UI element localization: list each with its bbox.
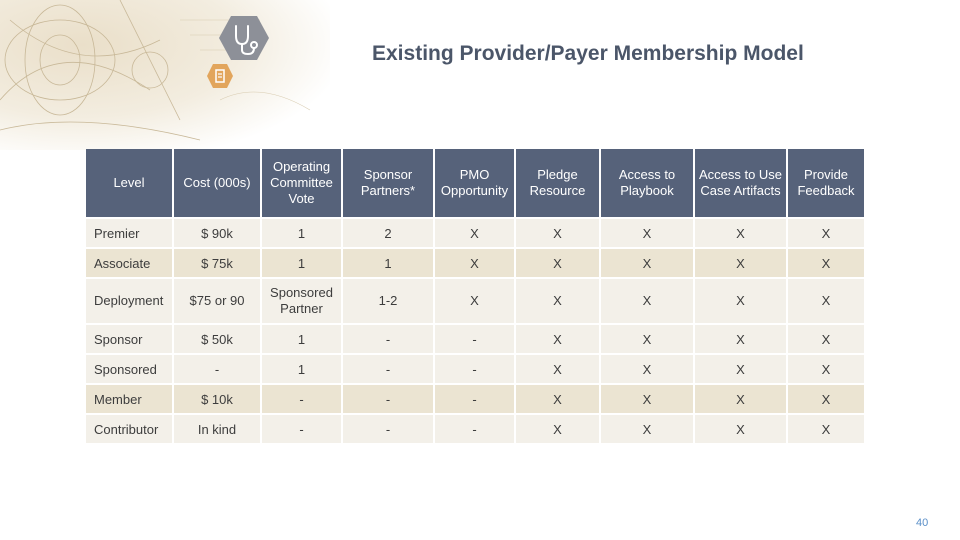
cell-vote: - [262,415,341,443]
cell-pmo: X [435,279,514,323]
cell-pledge: X [516,355,599,383]
cell-sponsor-partners: 2 [343,219,433,247]
header-operating-committee-vote: Operating Committee Vote [262,149,341,217]
cell-sponsor-partners: 1-2 [343,279,433,323]
cell-artifacts: X [695,249,786,277]
table-row: Contributor In kind - - - X X X X [86,415,864,443]
cell-sponsor-partners: - [343,325,433,353]
table-header-row: Level Cost (000s) Operating Committee Vo… [86,149,864,217]
cell-sponsor-partners: - [343,385,433,413]
cell-feedback: X [788,219,864,247]
cell-playbook: X [601,415,693,443]
page-number: 40 [916,517,929,529]
cell-level: Deployment [86,279,172,323]
cell-cost: $ 90k [174,219,260,247]
cell-artifacts: X [695,219,786,247]
header-sponsor-partners: Sponsor Partners* [343,149,433,217]
cell-sponsor-partners: - [343,355,433,383]
cell-level: Associate [86,249,172,277]
cell-feedback: X [788,249,864,277]
cell-cost: In kind [174,415,260,443]
cell-vote: 1 [262,219,341,247]
cell-feedback: X [788,355,864,383]
membership-table: Level Cost (000s) Operating Committee Vo… [84,147,866,445]
cell-feedback: X [788,385,864,413]
header-access-to-playbook: Access to Playbook [601,149,693,217]
header-provide-feedback: Provide Feedback [788,149,864,217]
cell-vote: 1 [262,249,341,277]
cell-pledge: X [516,385,599,413]
table-row: Deployment $75 or 90 Sponsored Partner 1… [86,279,864,323]
cell-level: Sponsored [86,355,172,383]
table-row: Sponsor $ 50k 1 - - X X X X [86,325,864,353]
cell-sponsor-partners: - [343,415,433,443]
cell-feedback: X [788,415,864,443]
cell-vote: Sponsored Partner [262,279,341,323]
cell-pledge: X [516,279,599,323]
cell-playbook: X [601,219,693,247]
header-level: Level [86,149,172,217]
cell-artifacts: X [695,415,786,443]
cell-cost: $ 10k [174,385,260,413]
cell-cost: $ 75k [174,249,260,277]
clipboard-icon [207,64,233,88]
cell-artifacts: X [695,279,786,323]
cell-artifacts: X [695,325,786,353]
header-access-to-use-case-artifacts: Access to Use Case Artifacts [695,149,786,217]
header-pmo-opportunity: PMO Opportunity [435,149,514,217]
stethoscope-icon [219,16,269,60]
cell-playbook: X [601,249,693,277]
cell-level: Sponsor [86,325,172,353]
table-row: Associate $ 75k 1 1 X X X X X [86,249,864,277]
cell-pmo: X [435,249,514,277]
table-row: Premier $ 90k 1 2 X X X X X [86,219,864,247]
cell-pmo: - [435,355,514,383]
cell-vote: 1 [262,355,341,383]
cell-pledge: X [516,415,599,443]
cell-level: Premier [86,219,172,247]
cell-playbook: X [601,279,693,323]
decorative-sketch-background [0,0,330,150]
cell-feedback: X [788,279,864,323]
cell-pledge: X [516,249,599,277]
cell-level: Contributor [86,415,172,443]
cell-playbook: X [601,385,693,413]
cell-pmo: - [435,325,514,353]
cell-pmo: - [435,385,514,413]
cell-sponsor-partners: 1 [343,249,433,277]
header-cost: Cost (000s) [174,149,260,217]
cell-vote: - [262,385,341,413]
cell-pledge: X [516,325,599,353]
cell-feedback: X [788,325,864,353]
cell-cost: - [174,355,260,383]
cell-pmo: - [435,415,514,443]
cell-pmo: X [435,219,514,247]
slide-title: Existing Provider/Payer Membership Model [372,42,804,65]
cell-level: Member [86,385,172,413]
cell-playbook: X [601,325,693,353]
cell-cost: $ 50k [174,325,260,353]
table-row: Sponsored - 1 - - X X X X [86,355,864,383]
header-pledge-resource: Pledge Resource [516,149,599,217]
cell-pledge: X [516,219,599,247]
table-row: Member $ 10k - - - X X X X [86,385,864,413]
cell-cost: $75 or 90 [174,279,260,323]
cell-playbook: X [601,355,693,383]
cell-artifacts: X [695,355,786,383]
cell-vote: 1 [262,325,341,353]
cell-artifacts: X [695,385,786,413]
